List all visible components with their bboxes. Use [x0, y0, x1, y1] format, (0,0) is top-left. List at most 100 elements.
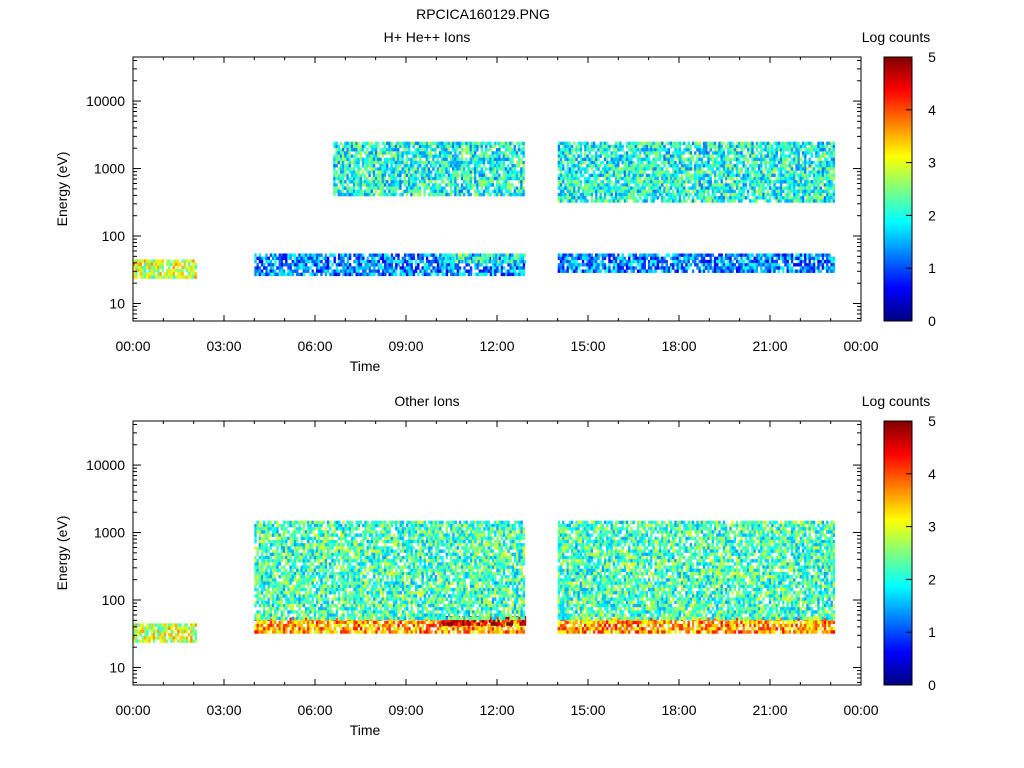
spectrogram-cell [751, 170, 754, 174]
spectrogram-cell [315, 256, 319, 261]
spectrogram-cell [348, 186, 351, 190]
spectrogram-cell [685, 164, 688, 168]
spectrogram-cell [740, 186, 743, 190]
spectrogram-cell [581, 199, 585, 203]
spectrogram-cell [577, 189, 580, 194]
spectrogram-cell [639, 269, 642, 273]
spectrogram-cell [513, 266, 517, 270]
spectrogram-cell [749, 154, 752, 158]
spectrogram-cell [522, 154, 525, 158]
spectrogram-cell [575, 180, 578, 184]
spectrogram-cell [777, 173, 781, 178]
spectrogram-cell [628, 180, 631, 184]
spectrogram-cell [707, 253, 710, 257]
spectrogram-cell [155, 623, 158, 627]
spectrogram-cell [654, 154, 657, 158]
spectrogram-cell [784, 170, 787, 174]
spectrogram-cell [799, 263, 803, 267]
spectrogram-cell [344, 141, 347, 146]
spectrogram-cell [768, 192, 772, 197]
spectrogram-cell [592, 183, 596, 187]
spectrogram-cell [302, 256, 306, 261]
spectrogram-cell [423, 189, 426, 194]
spectrogram-cell [377, 144, 380, 149]
spectrogram-cell [654, 176, 657, 181]
spectrogram-cell [386, 167, 389, 171]
spectrogram-cell [355, 183, 358, 187]
spectrogram-cell [419, 173, 422, 178]
spectrogram-cell [621, 259, 624, 264]
spectrogram-cell [443, 170, 446, 174]
spectrogram-cell [694, 164, 697, 168]
spectrogram-cell [462, 253, 465, 257]
spectrogram-cell [672, 170, 675, 174]
spectrogram-cell [405, 151, 409, 155]
spectrogram-cell [588, 144, 591, 149]
spectrogram-cell [357, 180, 360, 184]
spectrogram-cell [139, 269, 142, 273]
spectrogram-cell [445, 176, 448, 181]
spectrogram-cell [687, 192, 690, 197]
spectrogram-cell [375, 167, 378, 171]
spectrogram-cell [625, 199, 629, 203]
spectrogram-cell [436, 167, 439, 171]
spectrogram-cell [498, 269, 501, 273]
spectrogram-cell [174, 633, 178, 637]
spectrogram-cell [496, 189, 499, 194]
spectrogram-cell [700, 164, 704, 168]
spectrogram-cell [403, 164, 406, 168]
spectrogram-cell [414, 141, 417, 146]
spectrogram-cell [742, 269, 745, 273]
spectrogram-cell [628, 263, 631, 267]
spectrogram-cell [625, 170, 629, 174]
spectrogram-cell [406, 266, 409, 270]
spectrogram-cell [584, 170, 587, 174]
spectrogram-cell [399, 141, 402, 146]
colorbar-tick-label: 2 [928, 207, 936, 223]
spectrogram-cell [711, 144, 715, 149]
spectrogram-cell [183, 636, 186, 640]
spectrogram-cell [287, 253, 290, 257]
spectrogram-cell [350, 176, 354, 181]
spectrogram-cell [348, 170, 351, 174]
spectrogram-cell [650, 141, 653, 146]
spectrogram-cell [777, 263, 781, 267]
spectrogram-cell [348, 263, 352, 267]
spectrogram-cell [601, 141, 605, 146]
spectrogram-cell [579, 160, 583, 165]
spectrogram-cell [475, 259, 478, 264]
spectrogram-cell [672, 196, 675, 200]
spectrogram-cell [439, 253, 442, 257]
spectrogram-cell [678, 192, 682, 197]
spectrogram-cell [346, 189, 349, 194]
spectrogram-cell [190, 275, 193, 279]
spectrogram-cell [450, 269, 453, 273]
spectrogram-cell [650, 192, 653, 197]
spectrogram-cell [722, 157, 726, 162]
spectrogram-cell [579, 170, 583, 174]
spectrogram-cell [777, 160, 781, 165]
spectrogram-cell [293, 263, 297, 267]
spectrogram-cell [471, 160, 475, 165]
spectrogram-cell [643, 192, 646, 197]
spectrogram-cell [150, 269, 153, 273]
spectrogram-cell [724, 157, 728, 162]
spectrogram-cell [650, 173, 653, 178]
spectrogram-cell [441, 263, 444, 267]
spectrogram-cell [799, 167, 803, 171]
spectrogram-cell [403, 173, 406, 178]
spectrogram-cell [753, 160, 756, 165]
spectrogram-cell [390, 256, 394, 261]
spectrogram-cell [359, 167, 362, 171]
spectrogram-cell [463, 192, 466, 197]
spectrogram-cell [414, 167, 417, 171]
spectrogram-cell [379, 151, 382, 155]
spectrogram-cell [683, 157, 686, 162]
spectrogram-cell [401, 189, 404, 194]
spectrogram-cell [498, 154, 501, 158]
spectrogram-cell [498, 186, 501, 190]
spectrogram-cell [744, 176, 748, 181]
spectrogram-cell [181, 633, 184, 637]
spectrogram-cell [672, 180, 675, 184]
spectrogram-cell [521, 253, 524, 257]
